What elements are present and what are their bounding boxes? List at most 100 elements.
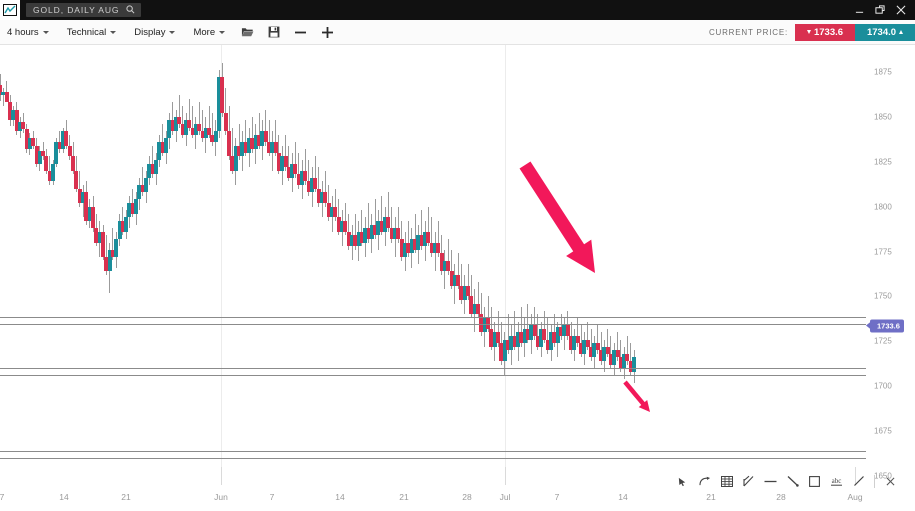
timeframe-dropdown[interactable]: 4 hours	[0, 20, 58, 45]
zoom-out-button[interactable]	[287, 20, 314, 45]
candle-body	[515, 332, 520, 347]
display-dropdown[interactable]: Display	[125, 20, 184, 45]
folder-open-icon[interactable]	[234, 20, 261, 45]
candle-wick	[407, 221, 409, 257]
search-icon[interactable]	[126, 1, 135, 19]
timeframe-label: 4 hours	[7, 26, 39, 38]
cursor-arrow-tool[interactable]	[676, 475, 689, 488]
candle-body	[157, 141, 162, 160]
candle-body	[413, 238, 417, 250]
zoom-in-button[interactable]	[314, 20, 341, 45]
save-disk-icon[interactable]	[261, 20, 287, 45]
candle-wick	[374, 199, 376, 239]
candle-body	[64, 131, 69, 146]
candle-body	[399, 238, 404, 257]
candle-wick	[447, 238, 449, 275]
ask-price-chip[interactable]: 1734.0	[855, 23, 915, 41]
ray-line-tool[interactable]	[852, 475, 865, 488]
more-dropdown[interactable]: More	[184, 20, 234, 45]
bid-price-value: 1733.6	[813, 26, 844, 38]
time-axis-label: 21	[121, 492, 131, 502]
candle-wick	[208, 106, 210, 139]
candle-body	[90, 206, 95, 229]
restore-window-icon[interactable]	[875, 5, 885, 15]
text-tool[interactable]: abc	[830, 475, 843, 488]
candle-wick	[238, 124, 240, 160]
candle-body	[293, 163, 298, 175]
candle-body	[253, 134, 258, 150]
candle-body	[147, 163, 152, 178]
candle-body	[396, 228, 401, 239]
close-icon[interactable]	[896, 5, 906, 15]
candle-body	[565, 325, 570, 336]
candle-body	[386, 217, 391, 229]
candle-wick	[368, 203, 370, 243]
candle-body	[100, 231, 105, 257]
support-resistance-line[interactable]	[0, 458, 866, 459]
support-resistance-line[interactable]	[0, 324, 866, 325]
candle-wick	[268, 120, 270, 157]
candle-body	[608, 353, 613, 365]
technical-dropdown[interactable]: Technical	[58, 20, 126, 45]
candle-body	[585, 339, 590, 347]
candle-wick	[544, 310, 546, 344]
ask-price-value: 1734.0	[866, 26, 897, 38]
support-resistance-line[interactable]	[0, 368, 866, 369]
grid-tool[interactable]	[720, 475, 733, 488]
candle-body	[330, 206, 334, 218]
candlestick-plot[interactable]	[0, 45, 866, 485]
support-resistance-line[interactable]	[0, 375, 866, 376]
time-axis-label: Jul	[499, 492, 511, 502]
chart-toolbar: 4 hours Technical Display More	[0, 20, 915, 45]
candle-body	[462, 285, 467, 300]
candle-body	[525, 328, 530, 340]
price-axis-label: 1775	[874, 247, 892, 257]
time-axis[interactable]: 7 14 21 Jun 7 14 21 28 Jul 7 14 21 28 Aug	[0, 467, 915, 511]
bid-price-chip[interactable]: 1733.6	[795, 23, 855, 41]
candle-wick	[122, 206, 124, 236]
time-axis-label: 14	[618, 492, 628, 502]
curve-tool[interactable]	[698, 475, 711, 488]
candle-wick	[537, 314, 539, 351]
candle-body	[625, 353, 630, 362]
candle-body	[519, 332, 524, 344]
candle-wick	[560, 314, 562, 340]
rectangle-tool[interactable]	[808, 475, 821, 488]
chevron-down-icon	[219, 31, 226, 34]
candle-body	[343, 221, 348, 232]
trend-line-tool[interactable]	[786, 475, 799, 488]
candle-body	[24, 129, 29, 150]
candle-body	[290, 163, 295, 178]
candle-wick	[6, 80, 8, 98]
candle-body	[512, 335, 517, 347]
candle-body	[187, 120, 192, 128]
toolbar-divider	[874, 474, 875, 488]
candle-wick	[477, 282, 479, 318]
chart-container[interactable]: 1875 1850 1825 1800 1775 1750 1725 1700 1675 1650…	[0, 45, 915, 511]
chevron-down-icon	[169, 31, 176, 34]
symbol-search-chip[interactable]: GOLD, DAILY AUG	[26, 1, 142, 19]
more-label: More	[193, 26, 216, 38]
candle-wick	[381, 195, 383, 236]
candle-wick	[245, 120, 247, 157]
minimize-icon[interactable]	[855, 6, 864, 15]
candle-body	[273, 141, 278, 153]
price-axis-label: 1850	[874, 112, 892, 122]
support-resistance-line[interactable]	[0, 451, 866, 452]
time-axis-label: 14	[335, 492, 345, 502]
candle-body	[1, 91, 6, 96]
candle-body	[276, 152, 281, 171]
pitchfork-tool[interactable]	[742, 475, 755, 488]
support-resistance-line[interactable]	[0, 317, 866, 318]
price-axis[interactable]: 1875 1850 1825 1800 1775 1750 1725 1700 1675 1650…	[866, 45, 915, 485]
candle-body	[449, 271, 454, 286]
candle-body	[336, 217, 341, 232]
horizontal-line-tool[interactable]	[764, 475, 777, 488]
symbol-label: GOLD, DAILY AUG	[33, 5, 120, 15]
close-tools-icon[interactable]	[884, 475, 897, 488]
candle-body	[200, 131, 205, 139]
candle-body	[233, 145, 238, 171]
candle-wick	[315, 156, 316, 193]
candle-body	[286, 167, 291, 178]
candle-wick	[232, 127, 233, 175]
